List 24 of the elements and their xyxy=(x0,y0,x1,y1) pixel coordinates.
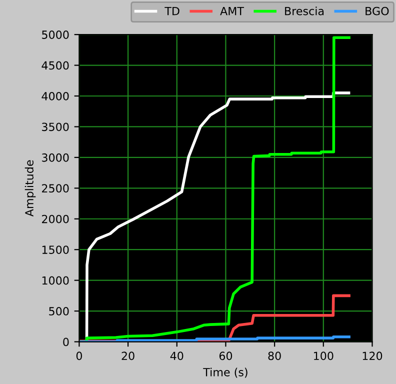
x-axis-title: Time (s) xyxy=(203,368,248,378)
y-tick-label: 5000 xyxy=(42,30,69,39)
legend-label: AMT xyxy=(220,7,244,16)
x-tick-label: 80 xyxy=(268,352,281,360)
legend-label: BGO xyxy=(366,6,389,16)
y-tick-label: 0 xyxy=(63,338,69,346)
x-tick-label: 60 xyxy=(219,352,232,360)
legend-label: TD xyxy=(164,7,180,16)
y-tick-label: 2500 xyxy=(42,184,69,193)
y-tick-label: 4000 xyxy=(42,92,69,100)
y-tick-label: 2000 xyxy=(42,214,69,224)
legend-label: Brescia xyxy=(285,6,324,16)
y-tick-label: 500 xyxy=(49,307,69,316)
x-tick-label: 20 xyxy=(122,352,134,360)
y-tick-label: 1500 xyxy=(42,246,69,254)
x-tick-label: 120 xyxy=(362,352,382,360)
y-tick-label: 1000 xyxy=(42,276,69,285)
x-tick-label: 40 xyxy=(170,352,184,360)
x-tick-label: 100 xyxy=(314,352,334,360)
y-tick-label: 3500 xyxy=(42,122,69,132)
x-tick-label: 0 xyxy=(76,352,82,360)
y-tick-label: 3000 xyxy=(42,153,69,162)
y-axis-title: Amplitude xyxy=(24,160,36,217)
y-tick-label: 4500 xyxy=(42,61,69,70)
